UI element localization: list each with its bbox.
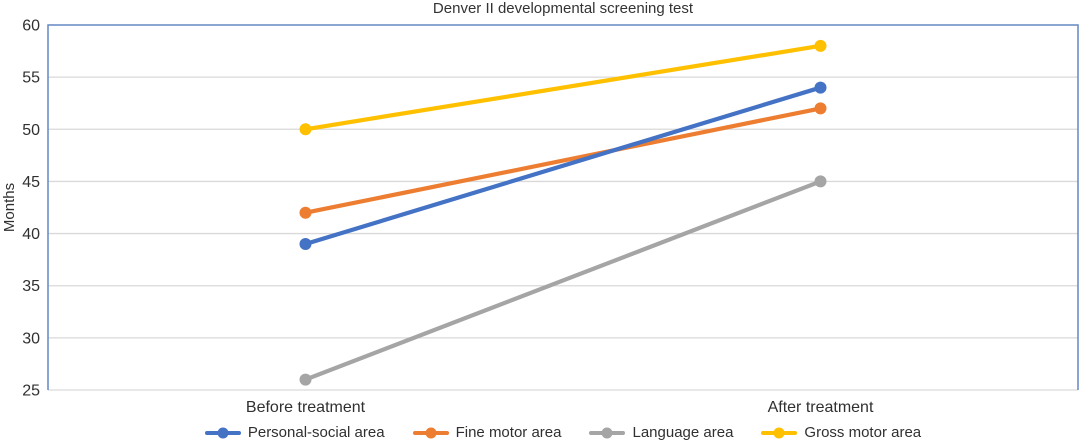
y-tick-label-25: 25	[22, 383, 40, 400]
chart-title: Denver II developmental screening test	[432, 0, 694, 17]
y-tick-label-35: 35	[22, 278, 40, 295]
y-axis-title: Months	[1, 183, 18, 232]
legend-label: Gross motor area	[804, 424, 922, 441]
series-line-fine-motor-area	[303, 106, 823, 215]
legend-item-language-area: Language area	[589, 424, 733, 441]
data-point-language-area-after-treatment	[814, 175, 827, 188]
data-point-gross-motor-area-after-treatment	[814, 39, 827, 52]
data-point-fine-motor-area-after-treatment	[814, 102, 827, 115]
legend-marker-icon	[589, 427, 626, 438]
data-point-fine-motor-area-before-treatment	[299, 206, 312, 219]
data-point-personal-social-area-before-treatment	[299, 238, 312, 250]
y-tick-label-40: 40	[22, 226, 40, 243]
data-point-language-area-before-treatment	[299, 373, 312, 386]
legend-item-personal-social-area: Personal-social area	[204, 424, 385, 441]
legend-label: Personal-social area	[247, 424, 385, 441]
legend-label: Language area	[632, 424, 734, 441]
y-tick-label-45: 45	[22, 174, 40, 191]
chart-legend: Personal-social area Fine motor area Langu…	[48, 421, 1078, 444]
legend-marker-icon	[761, 427, 798, 438]
plot-border	[47, 24, 1079, 390]
x-category-label-after-treatment: After treatment	[768, 399, 874, 416]
legend-marker-icon	[412, 427, 449, 438]
series-line-personal-social-area	[303, 85, 823, 247]
y-tick-label-50: 50	[22, 122, 40, 139]
legend-item-gross-motor-area: Gross motor area	[761, 424, 921, 441]
data-point-gross-motor-area-before-treatment	[299, 123, 312, 136]
legend-item-fine-motor-area: Fine motor area	[412, 424, 562, 441]
series-line-language-area	[303, 179, 823, 382]
y-tick-label-60: 60	[22, 18, 40, 35]
legend-marker-icon	[204, 427, 241, 438]
legend-label: Fine motor area	[455, 424, 562, 441]
data-point-personal-social-area-after-treatment	[814, 81, 827, 94]
y-tick-label-55: 55	[22, 70, 40, 87]
x-category-label-before-treatment: Before treatment	[246, 399, 366, 416]
series-line-gross-motor-area	[303, 43, 823, 132]
y-tick-label-30: 30	[22, 330, 40, 347]
